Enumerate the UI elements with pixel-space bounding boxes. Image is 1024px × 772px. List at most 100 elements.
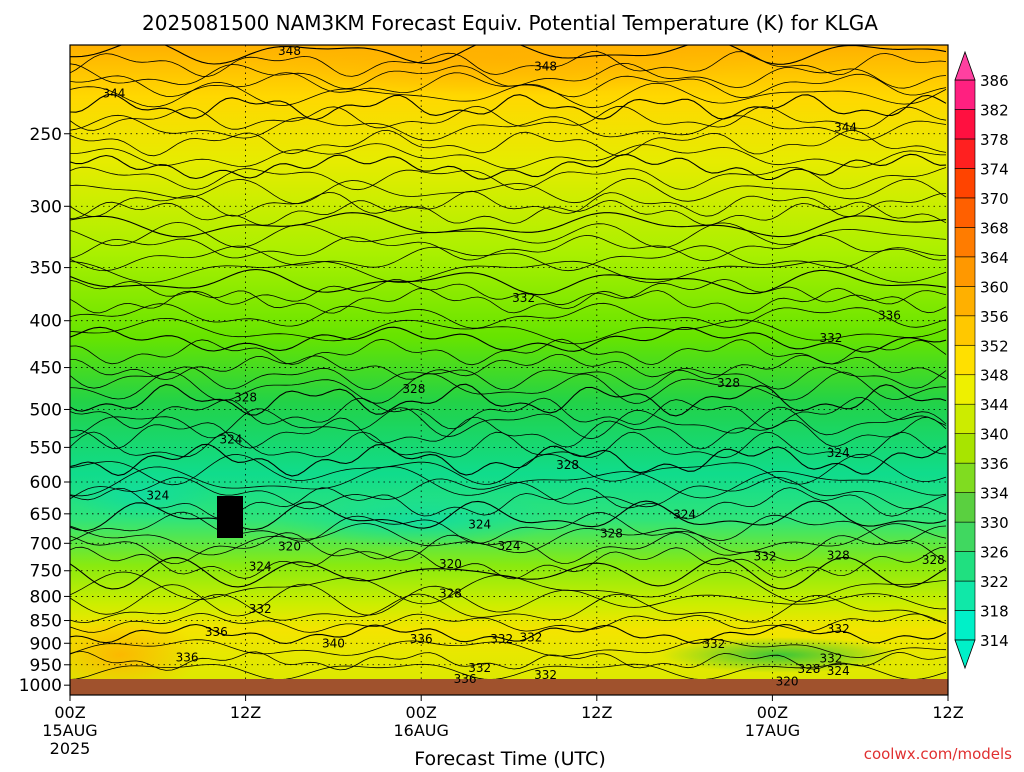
colorbar-segment <box>954 521 976 552</box>
contour-line <box>70 81 947 109</box>
contour-line <box>70 663 947 681</box>
contour-line <box>70 443 947 477</box>
contour-line <box>70 612 947 633</box>
contour-label: 332 <box>534 668 557 682</box>
warm-blob-lowlevel <box>70 615 200 695</box>
contour-line <box>70 453 947 486</box>
colorbar-segment <box>954 109 976 140</box>
contour-line <box>70 199 947 226</box>
y-tick-label: 900 <box>30 634 62 654</box>
contour-line <box>70 466 947 499</box>
contour-line <box>70 476 947 510</box>
contour-label: 332 <box>490 632 513 646</box>
contour-label: 324 <box>673 507 696 521</box>
contour-label: 328 <box>600 527 623 541</box>
contour-label: 332 <box>819 331 842 345</box>
colorbar-segment <box>954 197 976 228</box>
contour-line <box>70 326 947 353</box>
blocked-region-marker <box>217 496 243 538</box>
colorbar-max-arrow <box>954 50 976 81</box>
contour-label: 324 <box>468 518 491 532</box>
contour-line <box>70 302 947 329</box>
contour-line <box>70 129 947 157</box>
colorbar-tick-label: 322 <box>980 573 1009 591</box>
x-tick-label: 12Z <box>230 703 261 722</box>
contour-label: 332 <box>754 550 777 564</box>
y-tick-label: 350 <box>30 259 62 279</box>
source-credit[interactable]: coolwx.com/models <box>864 745 1012 763</box>
colorbar: 314 318 322 326 330 334 336 340 344 348 352 356 360 3… <box>954 50 1009 670</box>
contour-label: 348 <box>534 59 557 73</box>
contour-line <box>70 143 947 169</box>
colorbar-segment <box>954 492 976 523</box>
contour-label: 336 <box>410 632 433 646</box>
contour-label: 320 <box>776 675 799 689</box>
y-tick-label: 800 <box>30 587 62 607</box>
contour-line <box>70 650 947 671</box>
contour-label: 328 <box>717 376 740 390</box>
colorbar-tick-label: 356 <box>980 308 1009 326</box>
contour-line <box>70 287 947 314</box>
contour-label: 324 <box>220 432 243 446</box>
contour-line <box>70 212 947 238</box>
contour-line <box>70 397 947 430</box>
colorbar-segment <box>954 256 976 287</box>
colorbar-segment <box>954 315 976 346</box>
contour-line <box>70 338 947 366</box>
colorbar-segment <box>954 580 976 611</box>
contour-label: 324 <box>146 489 169 503</box>
contour-label: 348 <box>278 44 301 58</box>
y-tick-label: 500 <box>30 400 62 420</box>
contour-label: 332 <box>519 630 542 644</box>
colorbar-tick-label: 386 <box>980 72 1009 90</box>
y-tick-label: 700 <box>30 534 62 554</box>
contour-label: 324 <box>498 539 521 553</box>
x-tick-year: 2025 <box>50 739 91 758</box>
colorbar-tick-label: 374 <box>980 160 1009 178</box>
colorbar-segment <box>954 286 976 317</box>
colorbar-segment <box>954 138 976 169</box>
contour-line <box>70 245 946 272</box>
contour-label: 332 <box>827 622 850 636</box>
colorbar-tick-label: 314 <box>980 632 1009 650</box>
contour-line <box>70 72 947 99</box>
contour-line <box>70 383 947 417</box>
contour-label: 324 <box>827 446 850 460</box>
contour-label: 336 <box>454 672 477 686</box>
y-tick-label: 550 <box>30 438 62 458</box>
contour-line <box>70 268 947 296</box>
contour-label: 336 <box>205 625 228 639</box>
colorbar-tick-label: 352 <box>980 337 1009 355</box>
contour-line <box>70 532 947 565</box>
x-tick-date: 15AUG <box>42 721 97 740</box>
colorbar-tick-label: 364 <box>980 249 1009 267</box>
contour-label: 328 <box>556 458 579 472</box>
y-tick-label: 650 <box>30 505 62 525</box>
contour-line <box>70 260 947 283</box>
contour-label: 328 <box>439 586 462 600</box>
warm-blob-top <box>240 45 760 95</box>
colorbar-tick-label: 326 <box>980 544 1009 562</box>
x-tick-label: 00Z <box>757 703 788 722</box>
y-tick-label: 950 <box>30 656 62 676</box>
contour-label: 332 <box>819 651 842 665</box>
contour-label: 332 <box>468 661 491 675</box>
contour-label: 320 <box>439 557 462 571</box>
colorbar-tick-label: 330 <box>980 514 1009 532</box>
contour-label: 336 <box>176 651 199 665</box>
contour-label: 340 <box>322 636 345 650</box>
contour-line <box>70 487 947 520</box>
colorbar-tick-label: 368 <box>980 219 1009 237</box>
contour-line <box>70 511 947 545</box>
colorbar-segment <box>954 610 976 641</box>
contour-line <box>70 431 947 459</box>
contour-line <box>70 571 947 605</box>
contour-line <box>70 234 947 262</box>
colorbar-tick-label: 370 <box>980 190 1009 208</box>
contour-line <box>70 354 947 381</box>
x-tick-label: 12Z <box>932 703 963 722</box>
contour-label: 320 <box>278 540 301 554</box>
y-tick-label: 1000 <box>19 676 62 696</box>
y-tick-label: 400 <box>30 312 62 332</box>
